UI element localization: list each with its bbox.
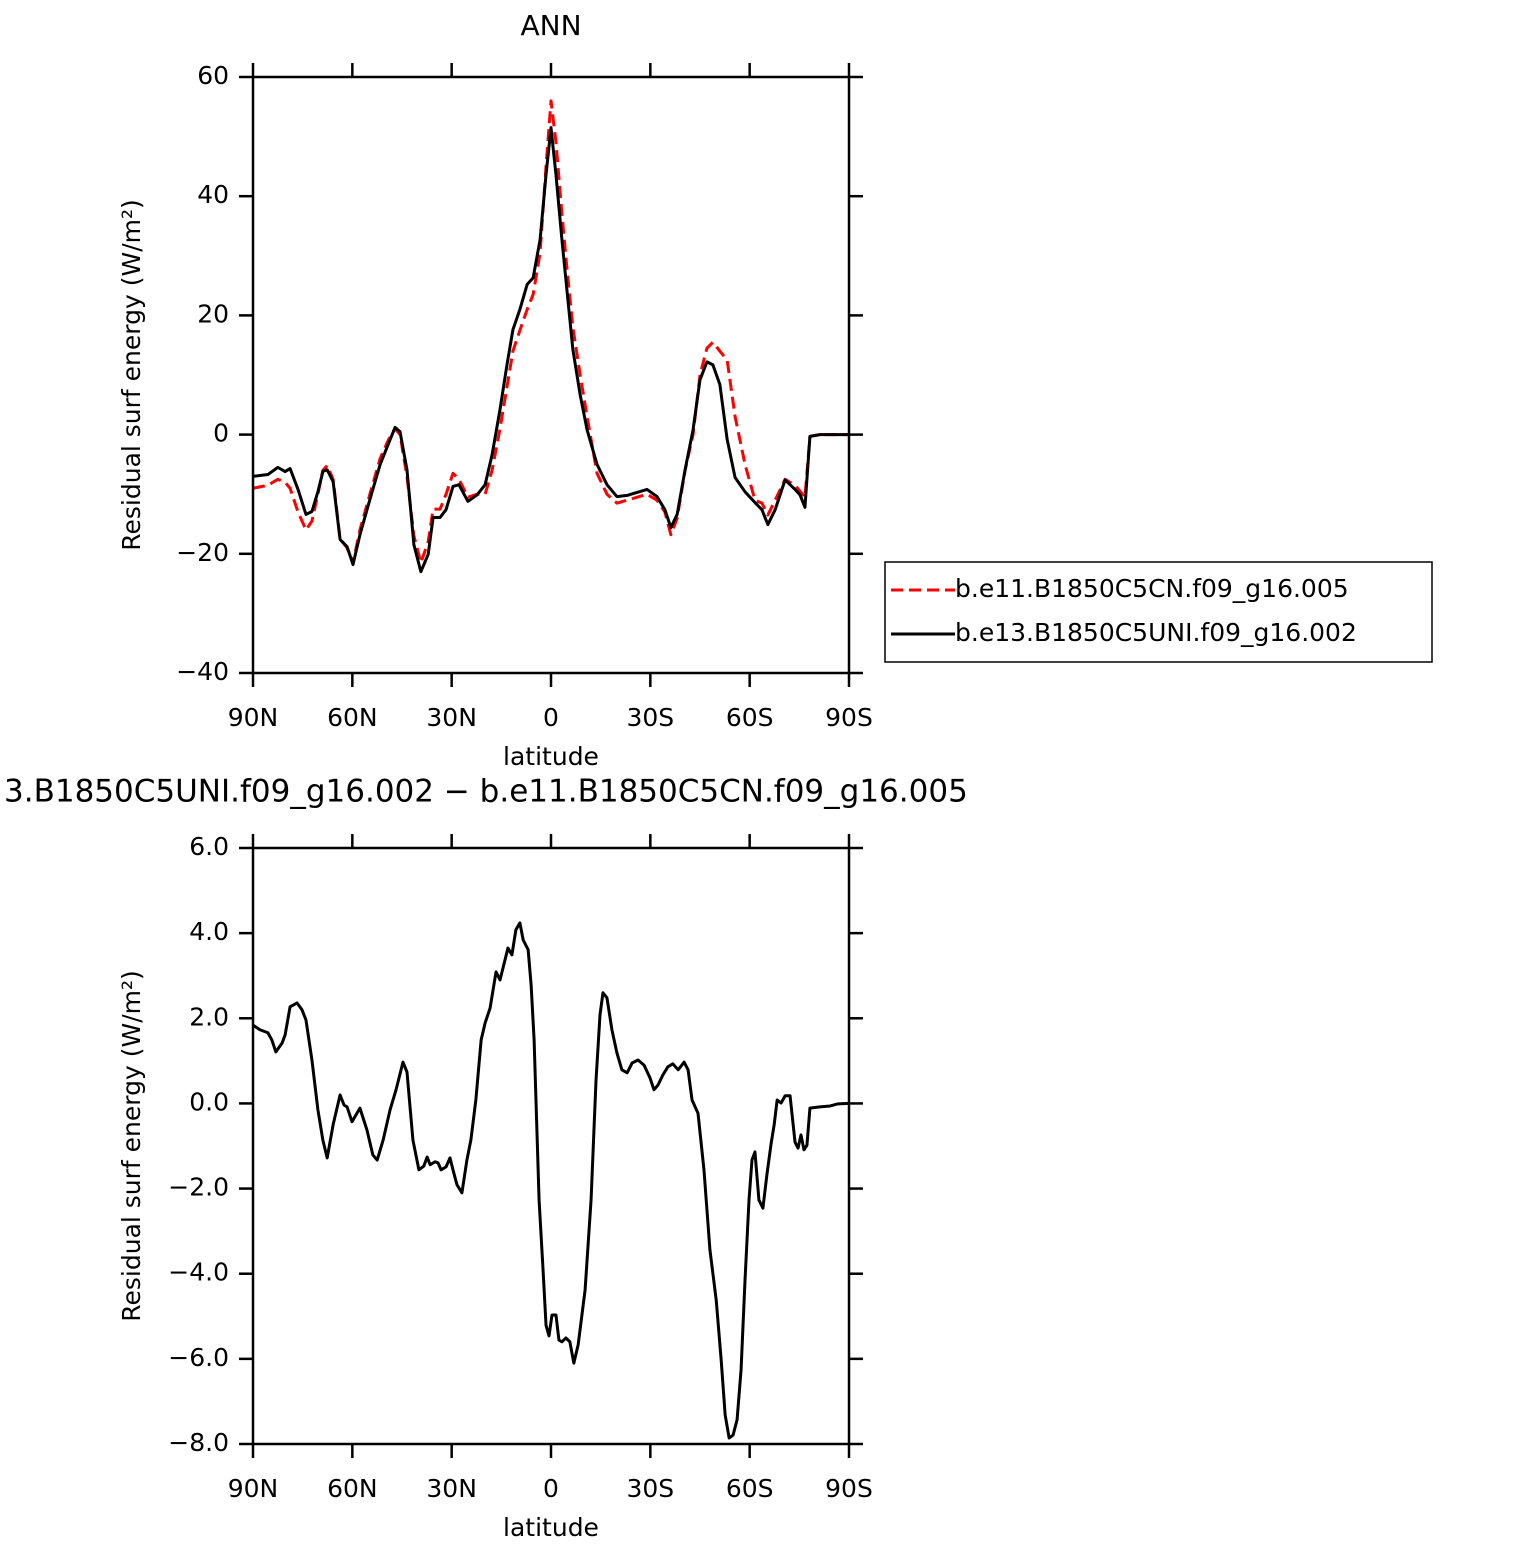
x-axis-label: latitude: [503, 742, 599, 771]
y-tick-label: −20: [176, 538, 229, 567]
x-tick-label: 60N: [327, 1474, 378, 1503]
data-line: [252, 126, 849, 574]
chart-title: ANN: [520, 9, 581, 42]
y-tick-label: −4.0: [168, 1258, 229, 1287]
y-tick-label: 20: [197, 299, 229, 328]
y-tick-label: 60: [197, 61, 229, 90]
x-tick-label: 90S: [825, 1474, 873, 1503]
data-line: [252, 99, 849, 565]
data-line: [252, 921, 850, 1440]
y-axis-label: Residual surf energy (W/m²): [117, 199, 146, 551]
x-tick-label: 0: [543, 1474, 559, 1503]
x-tick-label: 30S: [626, 703, 674, 732]
y-tick-label: −8.0: [168, 1428, 229, 1457]
y-tick-label: 40: [197, 180, 229, 209]
y-axis-label: Residual surf energy (W/m²): [117, 970, 146, 1322]
x-tick-label: 30S: [626, 1474, 674, 1503]
y-tick-label: −6.0: [168, 1343, 229, 1372]
x-tick-label: 60S: [726, 1474, 774, 1503]
x-tick-label: 30N: [426, 703, 477, 732]
x-tick-label: 60N: [327, 703, 378, 732]
x-tick-label: 90N: [228, 1474, 279, 1503]
x-tick-label: 90N: [228, 703, 279, 732]
x-tick-label: 30N: [426, 1474, 477, 1503]
legend-label: b.e11.B1850C5CN.f09_g16.005: [955, 574, 1349, 603]
y-tick-label: −40: [176, 657, 229, 686]
plot-frame: [251, 75, 851, 675]
legend-box: [884, 561, 1433, 663]
x-tick-label: 0: [543, 703, 559, 732]
x-tick-label: 90S: [825, 703, 873, 732]
y-tick-label: −2.0: [168, 1173, 229, 1202]
y-tick-label: 0.0: [189, 1087, 229, 1116]
plot-frame: [251, 846, 851, 1446]
chart-title: 3.B1850C5UNI.f09_g16.002 − b.e11.B1850C5…: [4, 774, 968, 810]
legend-label: b.e13.B1850C5UNI.f09_g16.002: [955, 618, 1357, 647]
x-tick-label: 60S: [726, 703, 774, 732]
y-tick-label: 4.0: [189, 917, 229, 946]
y-tick-label: 0: [213, 419, 229, 448]
y-tick-label: 6.0: [189, 832, 229, 861]
x-axis-label: latitude: [503, 1513, 599, 1542]
y-tick-label: 2.0: [189, 1002, 229, 1031]
